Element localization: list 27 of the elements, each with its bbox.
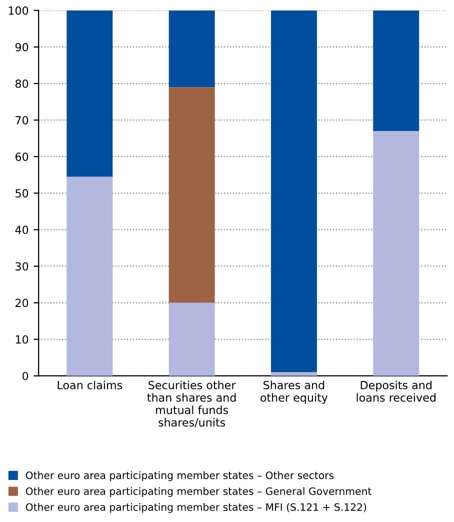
bar [270,372,317,376]
legend-label: Other euro area participating member states – MFI (S.121 + S.122) [26,503,366,513]
bar [66,176,113,376]
bar [168,87,215,303]
y-tick-label: 70 [16,116,28,124]
y-tick-label: 60 [16,152,28,161]
y-tick-label: 50 [16,189,28,198]
bar [168,302,215,376]
bar [373,131,420,376]
y-tick-label: 30 [16,262,28,271]
x-tick-label: Securities other than shares and mutual funds shares/units [147,380,236,428]
bar [66,10,113,177]
x-tick-label: Deposits and loans received [356,380,436,402]
x-tick-label: Loan claims [58,380,122,390]
bar [270,10,317,372]
y-tick-label: 100 [8,6,28,15]
bar [168,10,215,88]
bar [373,10,420,132]
y-tick-label: 90 [15,42,28,52]
y-tick-label: 40 [15,226,28,234]
y-tick-label: 80 [15,79,28,88]
legend-label: Other euro area participating member states – General Government [26,487,372,497]
y-tick-label: 10 [16,335,28,344]
y-tick-label: 20 [16,298,28,308]
x-tick-label: Shares and other equity [260,380,328,404]
y-tick-label: 0 [22,372,28,380]
legend-label: Other euro area participating member states – Other sectors [26,471,334,482]
